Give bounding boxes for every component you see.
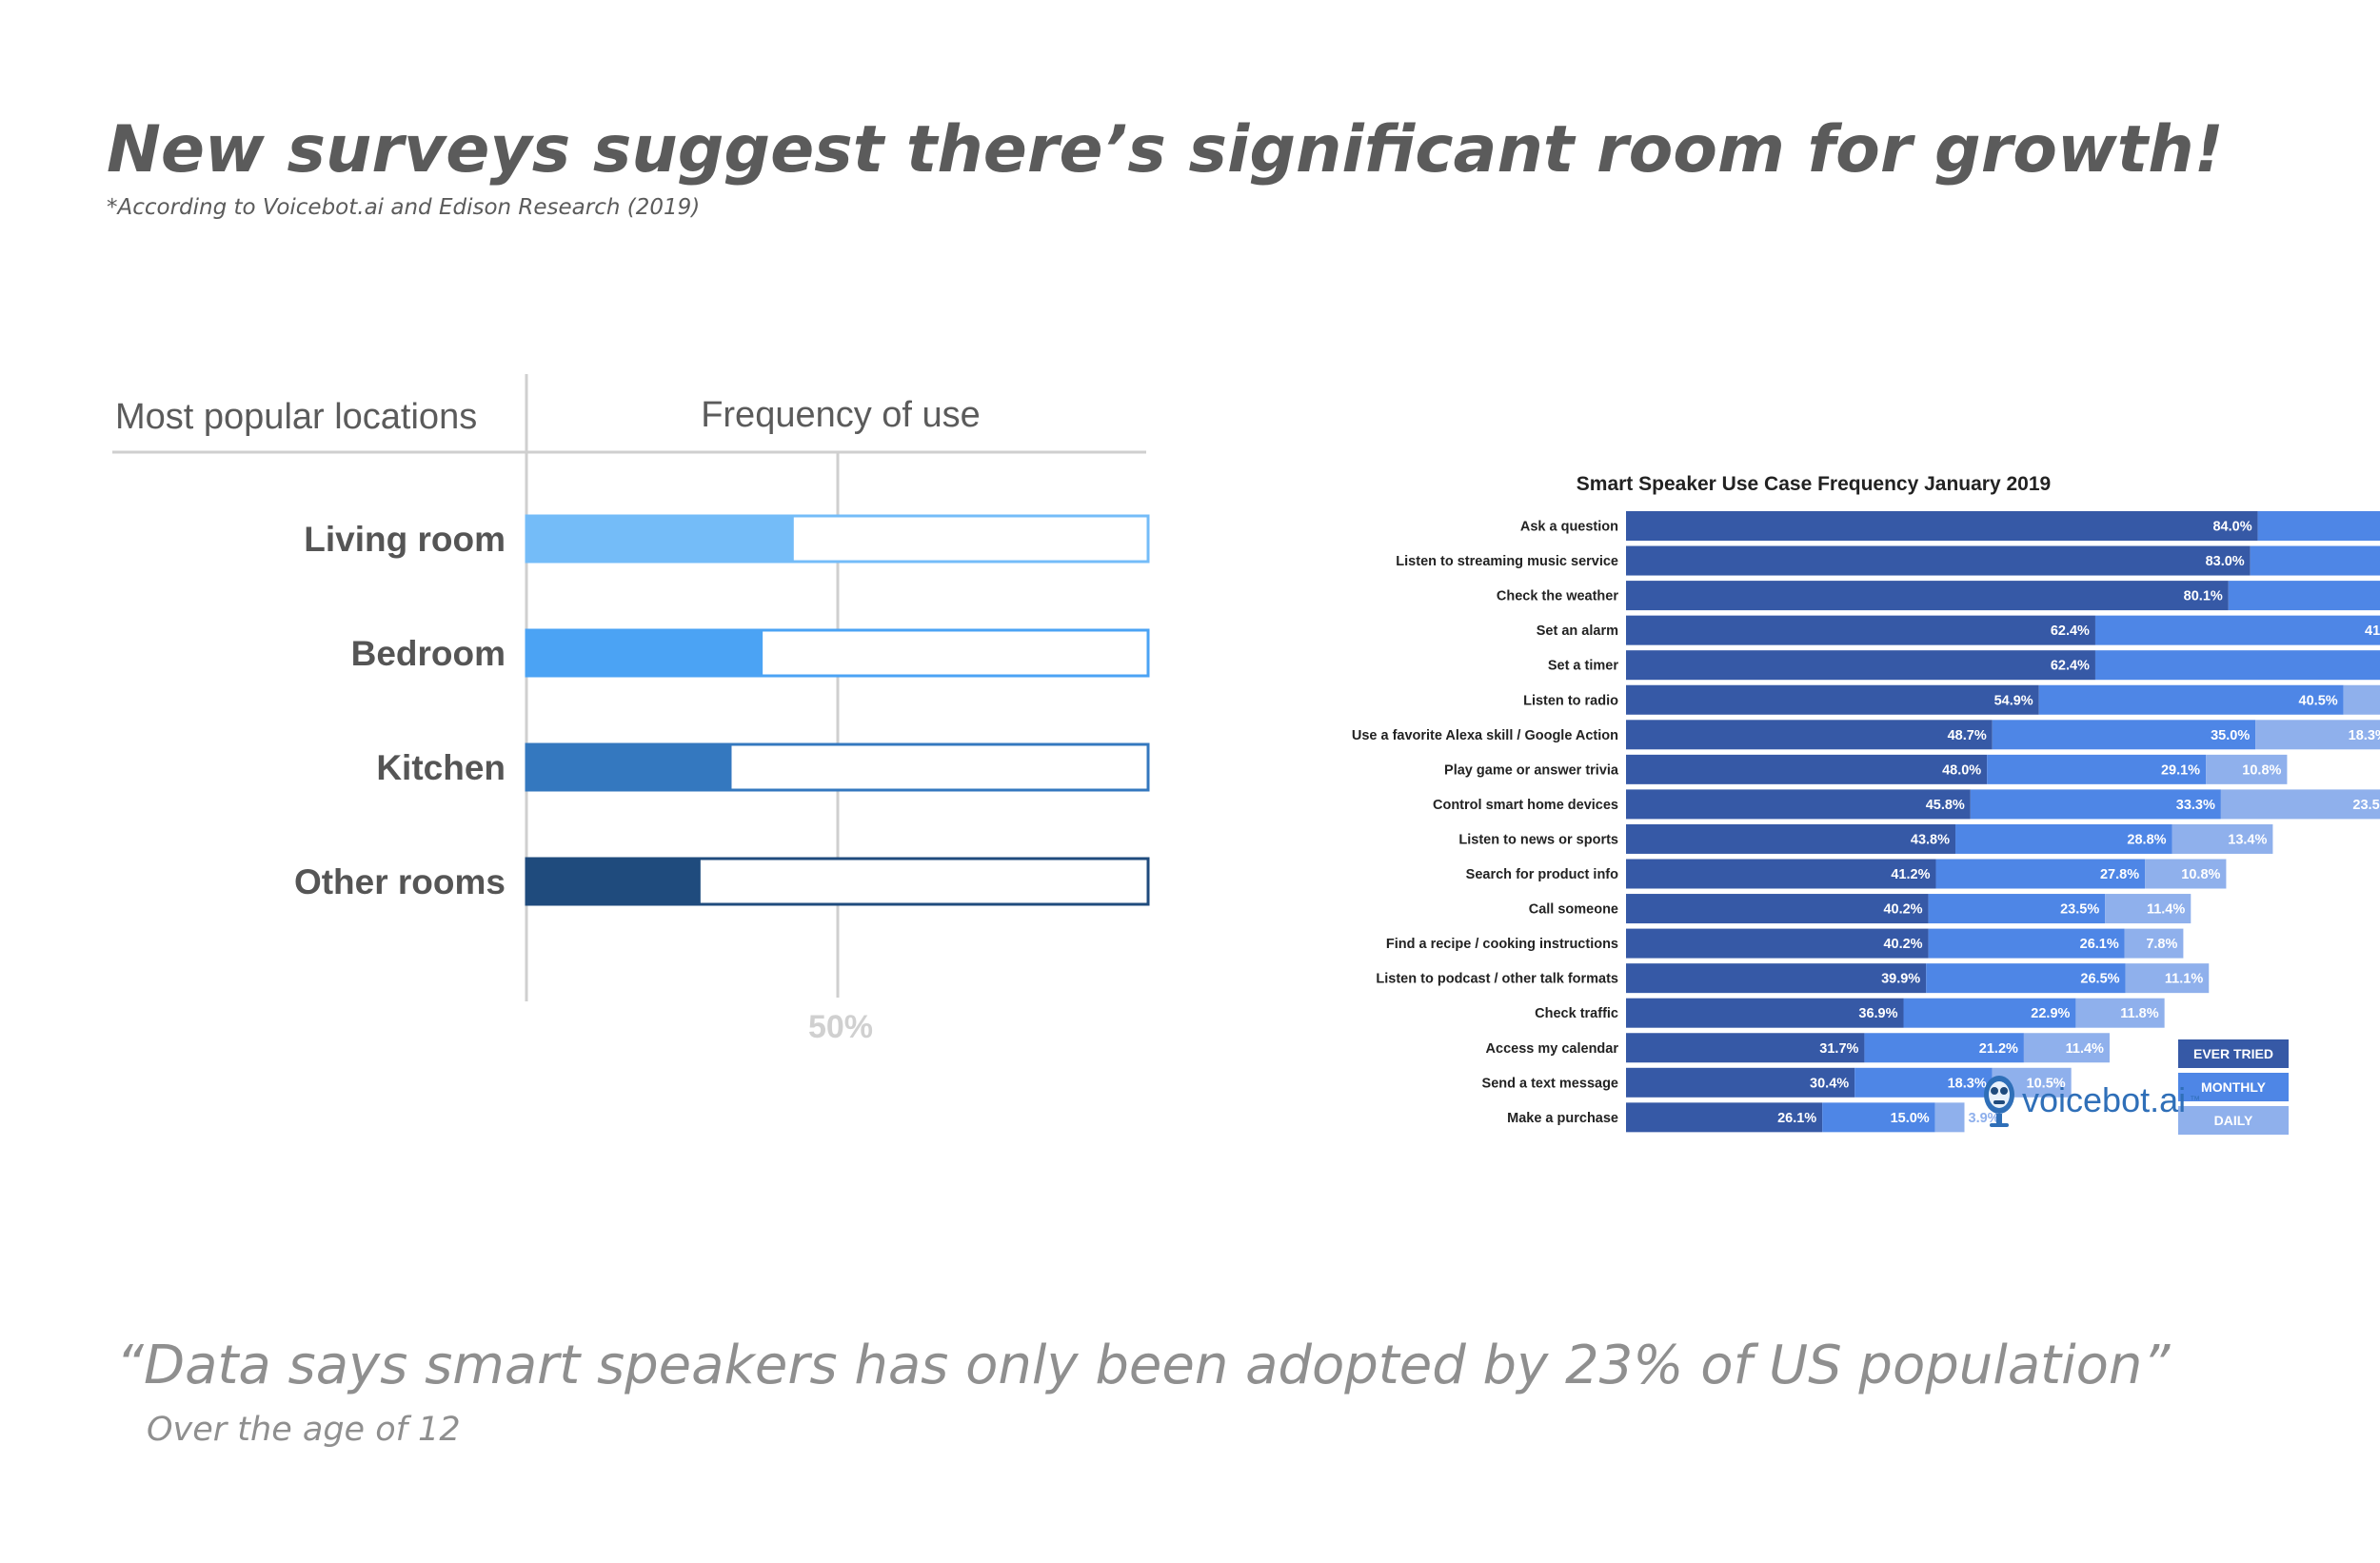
location-bar [526, 859, 701, 904]
header-left: Most popular locations [115, 397, 477, 437]
location-bar [526, 630, 764, 676]
location-label: Living room [304, 520, 506, 559]
location-label: Kitchen [376, 748, 506, 787]
voicebot-logo: voicebot.ai ™ [1980, 1072, 2200, 1129]
header-right: Frequency of use [701, 395, 981, 435]
voicebot-mascot-icon [1984, 1076, 2014, 1127]
location-bar [526, 516, 794, 562]
voicebot-logo-text: voicebot.ai [2022, 1080, 2187, 1119]
quote-subtext: Over the age of 12 [147, 1411, 461, 1449]
location-label: Other rooms [294, 862, 506, 901]
logo-trademark: ™ [2190, 1095, 2201, 1106]
slide-subtitle: *According to Voicebot.ai and Edison Res… [107, 195, 701, 220]
location-bar [526, 744, 732, 790]
location-label: Bedroom [351, 634, 506, 673]
midpoint-tick-label: 50% [808, 1009, 873, 1045]
quote-text: “Data says smart speakers has only been … [116, 1335, 2171, 1396]
slide-title: New surveys suggest there’s significant … [107, 112, 2224, 188]
